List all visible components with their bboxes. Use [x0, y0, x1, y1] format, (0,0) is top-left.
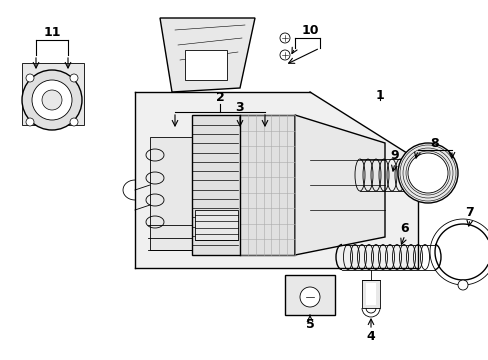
- Circle shape: [70, 118, 78, 126]
- Text: 6: 6: [400, 221, 408, 234]
- Text: 11: 11: [43, 26, 61, 39]
- Text: 10: 10: [301, 23, 318, 36]
- Polygon shape: [150, 137, 192, 250]
- Bar: [195, 210, 238, 240]
- Bar: [192, 115, 294, 255]
- Text: 2: 2: [215, 90, 224, 104]
- Text: 5: 5: [305, 319, 314, 332]
- Circle shape: [42, 90, 62, 110]
- Circle shape: [407, 153, 447, 193]
- Bar: [361, 280, 379, 308]
- Bar: [365, 283, 375, 305]
- Circle shape: [32, 80, 72, 120]
- Text: 1: 1: [375, 89, 384, 102]
- Bar: [184, 50, 226, 80]
- Circle shape: [26, 74, 34, 82]
- Bar: [285, 275, 334, 315]
- Polygon shape: [135, 92, 417, 268]
- Polygon shape: [160, 18, 254, 92]
- Circle shape: [26, 118, 34, 126]
- Bar: [22, 63, 84, 125]
- Circle shape: [299, 287, 319, 307]
- Text: 3: 3: [235, 100, 244, 113]
- Circle shape: [280, 50, 289, 60]
- Circle shape: [70, 74, 78, 82]
- Text: 9: 9: [390, 149, 399, 162]
- Circle shape: [397, 143, 457, 203]
- Circle shape: [280, 33, 289, 43]
- Text: 7: 7: [465, 206, 473, 219]
- Text: 4: 4: [366, 330, 375, 343]
- Polygon shape: [294, 115, 384, 255]
- Circle shape: [457, 280, 467, 290]
- Text: 8: 8: [430, 136, 438, 149]
- Circle shape: [22, 70, 82, 130]
